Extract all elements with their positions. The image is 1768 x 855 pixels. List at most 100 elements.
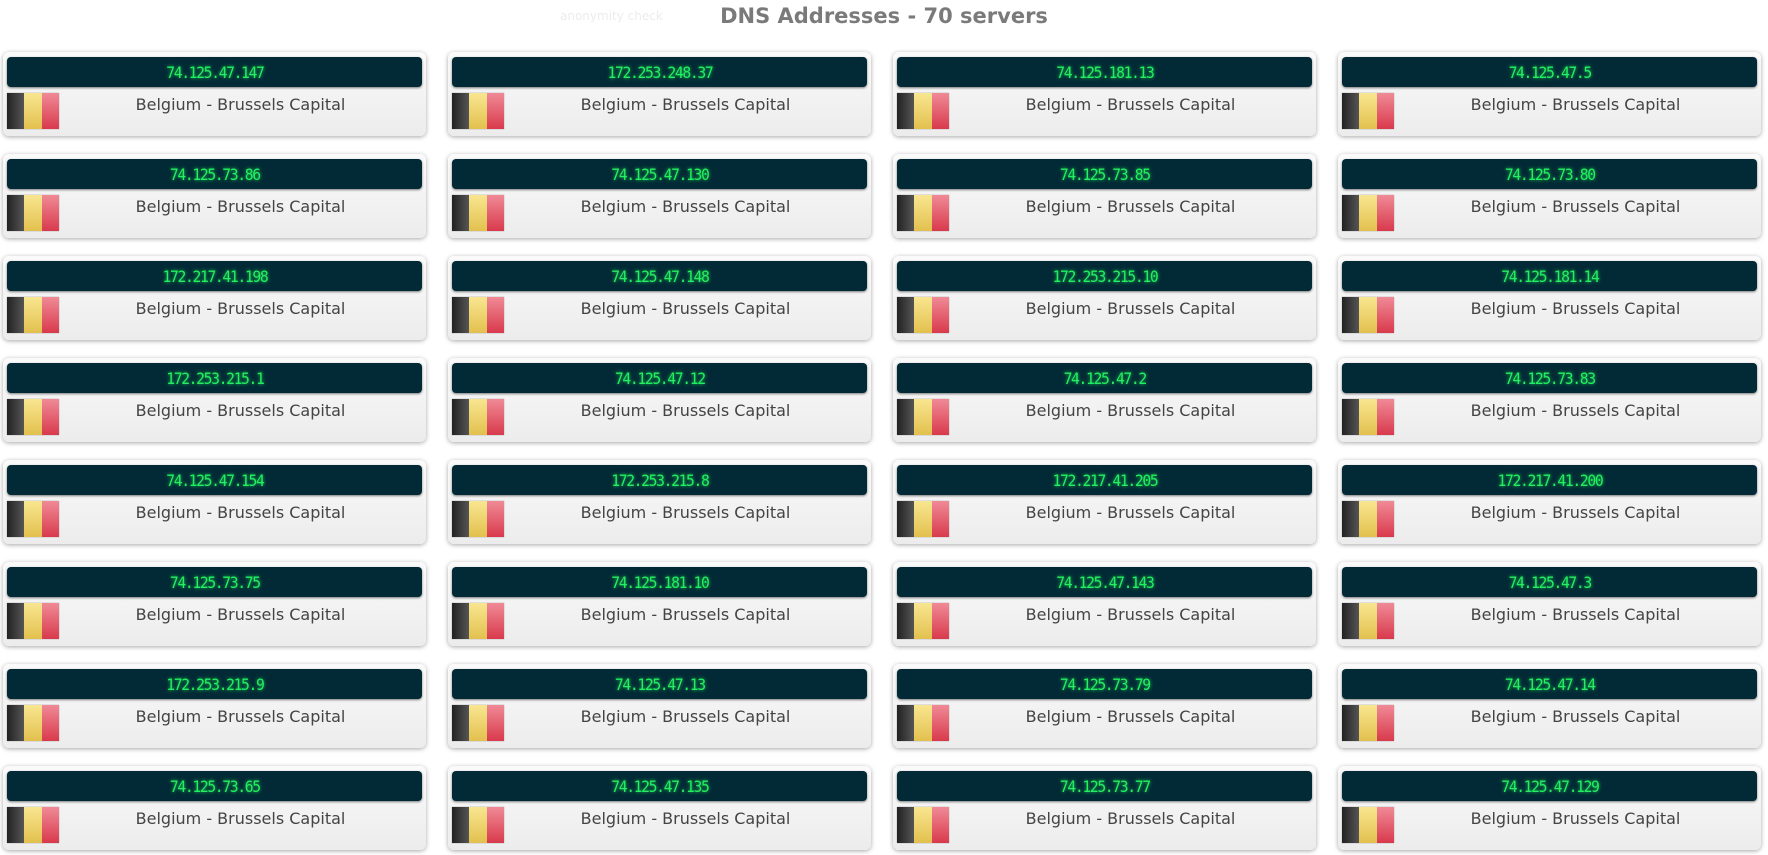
ip-address[interactable]: 74.125.47.130 <box>610 164 710 184</box>
ip-address[interactable]: 74.125.181.10 <box>610 572 710 592</box>
ip-bar: 74.125.47.3 <box>1342 567 1757 597</box>
server-location: Belgium - Brussels Capital <box>580 707 791 726</box>
server-card: 172.217.41.205 Belgium - Brussels Capital <box>893 460 1316 544</box>
server-card: 74.125.47.154 Belgium - Brussels Capital <box>3 460 426 544</box>
ip-address[interactable]: 172.253.215.10 <box>1052 266 1158 286</box>
ip-address[interactable]: 74.125.47.147 <box>165 62 265 82</box>
belgium-flag-icon <box>452 807 504 843</box>
ip-address[interactable]: 74.125.47.5 <box>1508 62 1592 82</box>
ip-address[interactable]: 74.125.47.148 <box>610 266 710 286</box>
ip-bar: 172.217.41.205 <box>897 465 1312 495</box>
ip-address[interactable]: 74.125.47.2 <box>1063 368 1147 388</box>
server-location: Belgium - Brussels Capital <box>1025 707 1236 726</box>
ip-address[interactable]: 74.125.47.13 <box>614 674 706 694</box>
ip-address[interactable]: 74.125.73.75 <box>169 572 261 592</box>
server-location: Belgium - Brussels Capital <box>580 95 791 114</box>
server-card: 74.125.73.79 Belgium - Brussels Capital <box>893 664 1316 748</box>
ip-bar: 172.217.41.200 <box>1342 465 1757 495</box>
server-card: 172.253.215.10 Belgium - Brussels Capital <box>893 256 1316 340</box>
belgium-flag-icon <box>7 807 59 843</box>
ip-address[interactable]: 74.125.47.154 <box>165 470 265 490</box>
ip-address[interactable]: 74.125.73.83 <box>1504 368 1596 388</box>
ip-bar: 74.125.73.85 <box>897 159 1312 189</box>
belgium-flag-icon <box>897 297 949 333</box>
ip-address[interactable]: 74.125.181.14 <box>1500 266 1600 286</box>
server-location: Belgium - Brussels Capital <box>135 707 346 726</box>
ip-address[interactable]: 74.125.47.12 <box>614 368 706 388</box>
ip-address[interactable]: 172.217.41.205 <box>1052 470 1158 490</box>
belgium-flag-icon <box>897 195 949 231</box>
ip-address[interactable]: 172.253.215.1 <box>165 368 265 388</box>
ip-address[interactable]: 172.253.215.8 <box>610 470 710 490</box>
ip-bar: 74.125.47.2 <box>897 363 1312 393</box>
ip-address[interactable]: 74.125.47.3 <box>1508 572 1592 592</box>
server-card: 74.125.73.86 Belgium - Brussels Capital <box>3 154 426 238</box>
server-location: Belgium - Brussels Capital <box>135 605 346 624</box>
belgium-flag-icon <box>452 93 504 129</box>
ip-bar: 74.125.47.147 <box>7 57 422 87</box>
ip-bar: 74.125.73.83 <box>1342 363 1757 393</box>
server-card: 74.125.47.147 Belgium - Brussels Capital <box>3 52 426 136</box>
server-card: 74.125.47.12 Belgium - Brussels Capital <box>448 358 871 442</box>
belgium-flag-icon <box>1342 297 1394 333</box>
ip-address[interactable]: 74.125.73.79 <box>1059 674 1151 694</box>
ip-address[interactable]: 74.125.73.65 <box>169 776 261 796</box>
page-title-text: DNS Addresses - 70 servers <box>720 4 1048 28</box>
server-location: Belgium - Brussels Capital <box>580 605 791 624</box>
belgium-flag-icon <box>1342 501 1394 537</box>
ip-address[interactable]: 74.125.181.13 <box>1055 62 1155 82</box>
ip-address[interactable]: 172.217.41.198 <box>162 266 268 286</box>
server-location: Belgium - Brussels Capital <box>1470 401 1681 420</box>
server-card: 172.217.41.200 Belgium - Brussels Capital <box>1338 460 1761 544</box>
server-card: 74.125.47.129 Belgium - Brussels Capital <box>1338 766 1761 850</box>
server-location: Belgium - Brussels Capital <box>1025 605 1236 624</box>
ip-bar: 74.125.47.129 <box>1342 771 1757 801</box>
server-card: 74.125.47.13 Belgium - Brussels Capital <box>448 664 871 748</box>
server-location: Belgium - Brussels Capital <box>135 197 346 216</box>
belgium-flag-icon <box>7 603 59 639</box>
ip-address[interactable]: 74.125.73.77 <box>1059 776 1151 796</box>
server-location: Belgium - Brussels Capital <box>1025 401 1236 420</box>
server-card: 74.125.181.14 Belgium - Brussels Capital <box>1338 256 1761 340</box>
server-location: Belgium - Brussels Capital <box>1025 95 1236 114</box>
server-card: 74.125.73.75 Belgium - Brussels Capital <box>3 562 426 646</box>
server-location: Belgium - Brussels Capital <box>135 503 346 522</box>
server-card: 74.125.73.65 Belgium - Brussels Capital <box>3 766 426 850</box>
belgium-flag-icon <box>7 297 59 333</box>
ip-bar: 172.217.41.198 <box>7 261 422 291</box>
belgium-flag-icon <box>897 93 949 129</box>
server-location: Belgium - Brussels Capital <box>1470 707 1681 726</box>
ip-bar: 74.125.73.80 <box>1342 159 1757 189</box>
ip-bar: 172.253.248.37 <box>452 57 867 87</box>
ip-address[interactable]: 74.125.73.86 <box>169 164 261 184</box>
server-card: 74.125.181.10 Belgium - Brussels Capital <box>448 562 871 646</box>
belgium-flag-icon <box>897 807 949 843</box>
belgium-flag-icon <box>452 297 504 333</box>
server-location: Belgium - Brussels Capital <box>1025 503 1236 522</box>
server-card: 74.125.47.2 Belgium - Brussels Capital <box>893 358 1316 442</box>
ip-address[interactable]: 74.125.47.14 <box>1504 674 1596 694</box>
ip-address[interactable]: 74.125.47.129 <box>1500 776 1600 796</box>
belgium-flag-icon <box>897 603 949 639</box>
server-card: 74.125.47.14 Belgium - Brussels Capital <box>1338 664 1761 748</box>
ip-address[interactable]: 172.253.215.9 <box>165 674 265 694</box>
belgium-flag-icon <box>897 705 949 741</box>
ip-address[interactable]: 172.217.41.200 <box>1497 470 1603 490</box>
ip-bar: 172.253.215.9 <box>7 669 422 699</box>
ip-bar: 74.125.181.10 <box>452 567 867 597</box>
server-location: Belgium - Brussels Capital <box>1025 809 1236 828</box>
ip-address[interactable]: 74.125.73.80 <box>1504 164 1596 184</box>
belgium-flag-icon <box>452 195 504 231</box>
ip-bar: 74.125.47.13 <box>452 669 867 699</box>
ip-address[interactable]: 74.125.73.85 <box>1059 164 1151 184</box>
ip-address[interactable]: 74.125.47.135 <box>610 776 710 796</box>
belgium-flag-icon <box>7 93 59 129</box>
server-location: Belgium - Brussels Capital <box>580 503 791 522</box>
ip-address[interactable]: 172.253.248.37 <box>607 62 713 82</box>
server-card: 74.125.47.148 Belgium - Brussels Capital <box>448 256 871 340</box>
server-card: 74.125.47.3 Belgium - Brussels Capital <box>1338 562 1761 646</box>
ip-bar: 74.125.181.13 <box>897 57 1312 87</box>
server-location: Belgium - Brussels Capital <box>1470 299 1681 318</box>
page-title: DNS Addresses - 70 servers <box>0 4 1768 28</box>
ip-address[interactable]: 74.125.47.143 <box>1055 572 1155 592</box>
